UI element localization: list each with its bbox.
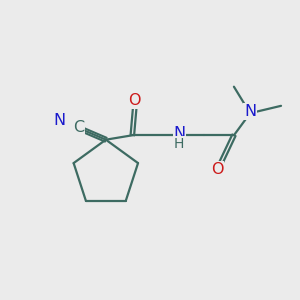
Text: N: N	[174, 126, 186, 141]
Text: C: C	[73, 120, 84, 135]
Text: N: N	[244, 104, 256, 119]
Text: N: N	[53, 113, 66, 128]
Text: O: O	[211, 162, 224, 177]
Text: O: O	[128, 93, 141, 108]
Text: H: H	[174, 137, 184, 151]
